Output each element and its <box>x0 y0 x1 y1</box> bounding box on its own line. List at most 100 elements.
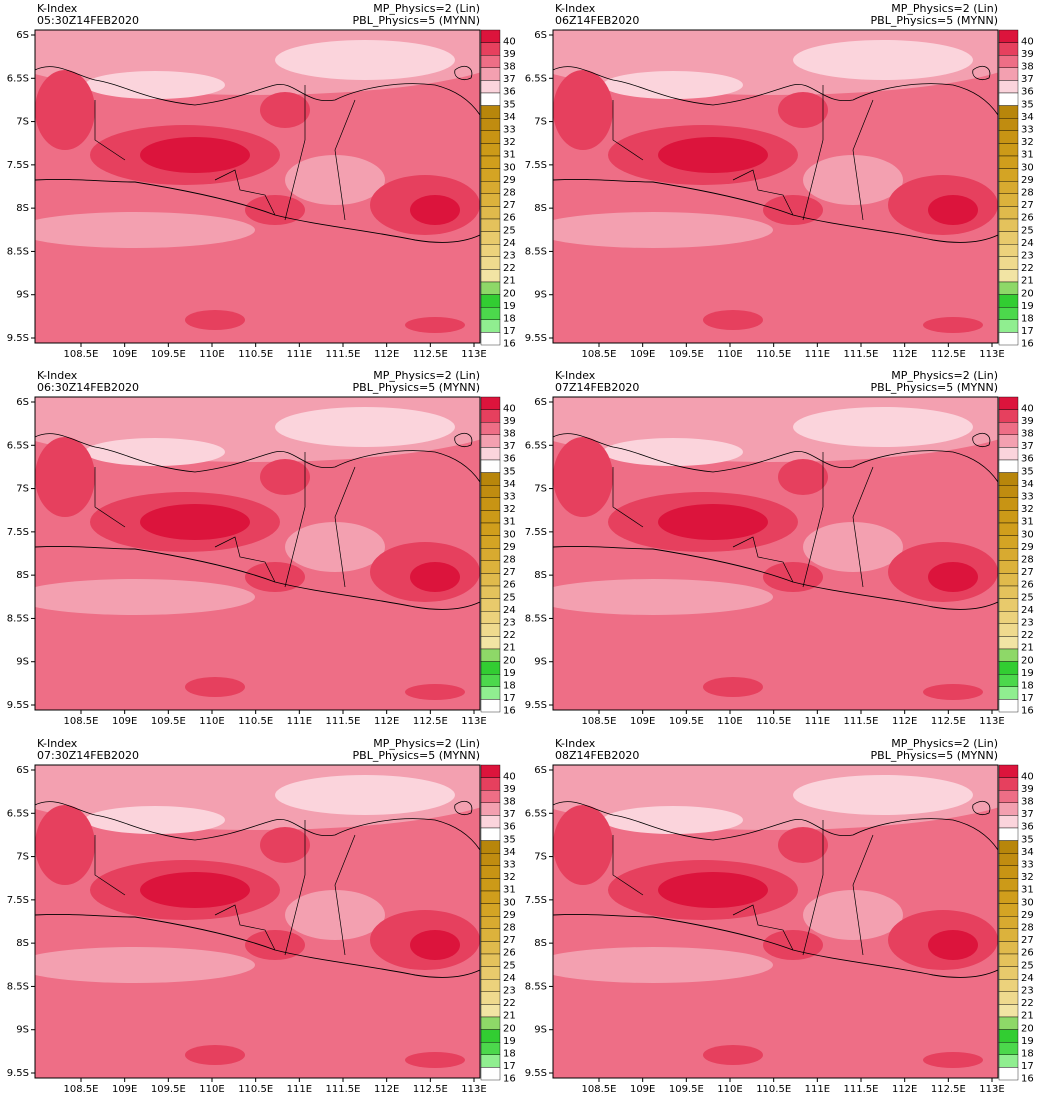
colorbar-box <box>998 206 1019 220</box>
colorbar-box <box>480 1041 501 1055</box>
colorbar-box <box>998 80 1019 94</box>
colorbar-box <box>480 928 501 942</box>
colorbar-box <box>998 661 1019 675</box>
lat-label: 7S <box>16 852 29 863</box>
colorbar-box <box>480 777 501 791</box>
colorbar-box <box>998 105 1019 119</box>
colorbar-label: 27 <box>503 200 516 211</box>
colorbar-label: 20 <box>503 288 516 299</box>
colorbar-label: 25 <box>1021 960 1034 971</box>
colorbar-label: 31 <box>1021 885 1034 896</box>
physics-mp: MP_Physics=2 (Lin) <box>373 737 480 750</box>
colorbar-label: 29 <box>1021 542 1034 553</box>
colorbar-label: 36 <box>1021 87 1034 98</box>
lon-label: 109.5E <box>151 349 186 360</box>
colorbar-label: 24 <box>1021 238 1034 249</box>
lon-label: 112.5E <box>931 349 966 360</box>
colorbar-box <box>998 686 1019 700</box>
colorbar-label: 36 <box>503 454 516 465</box>
colorbar-box <box>998 790 1019 804</box>
colorbar-label: 37 <box>503 74 516 85</box>
colorbar-label: 39 <box>1021 49 1034 60</box>
colorbar-label: 36 <box>503 822 516 833</box>
colorbar-label: 19 <box>503 668 516 679</box>
colorbar-box <box>480 686 501 700</box>
lon-label: 112E <box>374 349 399 360</box>
colorbar-label: 18 <box>1021 1049 1034 1060</box>
colorbar-box <box>480 815 501 829</box>
map-frame <box>34 396 481 711</box>
colorbar-label: 27 <box>1021 567 1034 578</box>
lon-label: 109.5E <box>669 1084 704 1095</box>
lon-label: 112E <box>892 1084 917 1095</box>
colorbar-box <box>480 916 501 930</box>
physics-pbl: PBL_Physics=5 (MYNN) <box>871 749 998 762</box>
colorbar-label: 23 <box>1021 251 1034 262</box>
colorbar-label: 28 <box>503 555 516 566</box>
colorbar-label: 30 <box>503 897 516 908</box>
lon-label: 112.5E <box>413 716 448 727</box>
colorbar-box <box>998 560 1019 574</box>
lon-label: 111.5E <box>326 1084 361 1095</box>
colorbar-box <box>998 623 1019 637</box>
colorbar-box <box>998 979 1019 993</box>
lon-label: 111.5E <box>844 716 879 727</box>
panel-title: K-Index <box>37 2 78 15</box>
lat-label: 6.5S <box>7 440 29 451</box>
lon-label: 112E <box>374 716 399 727</box>
lat-label: 6S <box>16 397 29 408</box>
lon-label: 109E <box>630 716 655 727</box>
colorbar-box <box>480 535 501 549</box>
lon-label: 109.5E <box>151 716 186 727</box>
colorbar-box <box>480 80 501 94</box>
colorbar-box <box>480 790 501 804</box>
lat-label: 9S <box>534 1025 547 1036</box>
colorbar-box <box>480 573 501 587</box>
lat-label: 8S <box>16 570 29 581</box>
colorbar-label: 34 <box>503 847 516 858</box>
colorbar-label: 35 <box>503 834 516 845</box>
colorbar-label: 37 <box>1021 74 1034 85</box>
lon-label: 112.5E <box>413 349 448 360</box>
colorbar-label: 23 <box>503 618 516 629</box>
colorbar-label: 22 <box>503 998 516 1009</box>
lat-label: 8S <box>16 203 29 214</box>
colorbar-label: 40 <box>503 771 516 782</box>
lat-label: 6.5S <box>7 808 29 819</box>
colorbar-label: 27 <box>503 567 516 578</box>
colorbar-box <box>998 1029 1019 1043</box>
colorbar-box <box>998 231 1019 245</box>
colorbar-label: 33 <box>503 492 516 503</box>
colorbar-label: 33 <box>503 860 516 871</box>
colorbar-box <box>480 294 501 308</box>
colorbar-label: 37 <box>1021 441 1034 452</box>
colorbar-box <box>998 422 1019 436</box>
colorbar-box <box>480 143 501 157</box>
colorbar-label: 16 <box>503 1074 516 1085</box>
map-field <box>513 372 1033 710</box>
colorbar-box <box>998 180 1019 194</box>
map-field <box>513 740 1033 1078</box>
lon-label: 113E <box>979 716 1004 727</box>
colorbar-box <box>480 497 501 511</box>
colorbar-box <box>480 117 501 131</box>
colorbar-box <box>480 548 501 562</box>
colorbar-label: 18 <box>503 1049 516 1060</box>
colorbar-box <box>480 903 501 917</box>
colorbar-label: 34 <box>1021 479 1034 490</box>
colorbar-box <box>480 193 501 207</box>
colorbar-box <box>998 55 1019 69</box>
panel-title: K-Index <box>37 369 78 382</box>
lat-label: 7.5S <box>525 527 547 538</box>
colorbar-box <box>480 459 501 473</box>
colorbar-box <box>480 269 501 283</box>
colorbar-label: 35 <box>503 99 516 110</box>
lon-label: 113E <box>461 349 486 360</box>
colorbar-label: 31 <box>1021 517 1034 528</box>
colorbar-label: 18 <box>1021 314 1034 325</box>
colorbar-label: 29 <box>503 542 516 553</box>
colorbar-box <box>998 143 1019 157</box>
map-field <box>0 372 515 710</box>
